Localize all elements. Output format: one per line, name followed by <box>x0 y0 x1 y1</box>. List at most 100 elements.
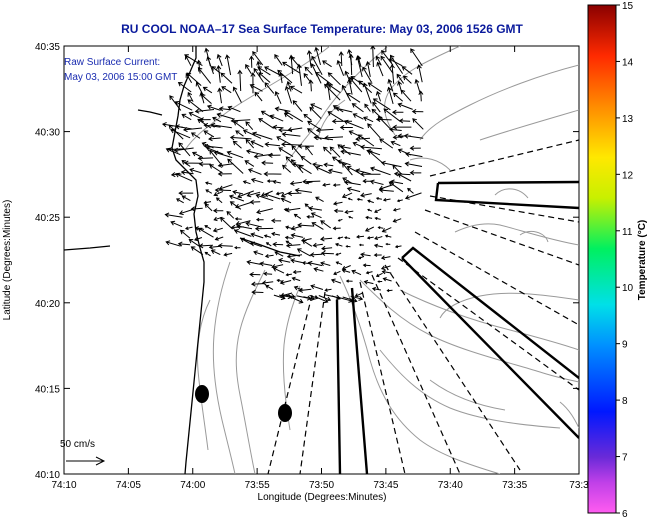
current-vector <box>208 244 221 250</box>
current-vector <box>380 255 391 261</box>
current-vector <box>217 87 223 104</box>
current-vector <box>328 84 341 94</box>
current-vector <box>240 237 254 246</box>
current-vector <box>198 243 212 249</box>
current-vector <box>362 82 372 104</box>
current-vector <box>352 113 364 120</box>
current-vector <box>235 130 244 137</box>
current-vector <box>252 131 273 140</box>
current-vector <box>298 165 312 175</box>
current-vector <box>285 240 293 246</box>
current-vector <box>194 237 203 242</box>
current-vector <box>233 229 252 237</box>
current-vector <box>365 271 373 275</box>
current-vector <box>411 108 424 115</box>
current-vector <box>245 138 255 149</box>
current-vector <box>272 267 285 274</box>
current-vector <box>403 133 424 139</box>
current-vector <box>261 160 274 166</box>
current-vector <box>212 116 222 123</box>
current-vector <box>355 55 363 78</box>
x-tick-label: 73:45 <box>373 480 398 491</box>
colorbar-tick-label: 14 <box>622 57 634 68</box>
current-vector <box>242 129 262 139</box>
current-vector <box>164 212 183 218</box>
current-vector <box>212 208 224 214</box>
current-vector <box>310 212 322 219</box>
colorbar-tick-label: 11 <box>622 227 633 238</box>
current-vector <box>271 231 281 237</box>
current-vector <box>375 55 382 66</box>
current-vector <box>251 289 264 295</box>
current-vector <box>270 218 282 224</box>
current-vector <box>285 156 293 164</box>
current-vector <box>197 118 212 129</box>
current-vector <box>285 243 301 249</box>
bathymetry-contours <box>184 46 579 474</box>
current-vector <box>296 63 302 86</box>
current-vector <box>341 268 351 273</box>
colorbar-tick-label: 13 <box>622 114 634 125</box>
current-vector <box>196 59 202 74</box>
current-vector <box>314 296 329 304</box>
current-vector <box>412 118 424 130</box>
current-vector <box>370 166 391 176</box>
current-vector <box>386 86 394 105</box>
current-vector <box>401 66 413 75</box>
current-vector <box>315 196 324 203</box>
current-vector <box>389 63 395 84</box>
current-vector <box>203 130 215 138</box>
current-vector <box>392 92 404 102</box>
current-vector <box>397 102 413 110</box>
current-vector <box>184 226 193 231</box>
current-vector <box>245 149 264 156</box>
current-vector <box>315 127 334 133</box>
station-marker-1 <box>195 385 209 403</box>
current-vector <box>246 191 261 198</box>
current-vector <box>365 215 373 220</box>
current-vector <box>323 162 334 168</box>
current-vector <box>220 72 233 84</box>
current-vector <box>278 257 291 263</box>
current-vector <box>249 84 263 92</box>
surface-current-vectors <box>161 46 424 304</box>
current-vector <box>198 161 211 167</box>
current-vector <box>177 241 191 247</box>
current-vector <box>290 233 304 239</box>
current-vector <box>217 162 234 168</box>
current-vector <box>330 278 342 284</box>
current-vector <box>208 136 221 142</box>
current-vector <box>203 200 212 205</box>
current-vector <box>170 220 183 228</box>
current-vector <box>206 104 221 111</box>
x-tick-label: 73:50 <box>309 480 334 491</box>
scale-label: 50 cm/s <box>60 439 95 450</box>
current-vector <box>250 140 264 148</box>
current-vector <box>298 287 312 293</box>
current-vector <box>313 267 324 272</box>
current-vector <box>303 72 312 83</box>
x-axis-label: Longitude (Degrees:Minutes) <box>258 492 387 503</box>
current-vector <box>409 145 421 151</box>
current-vector <box>310 103 323 110</box>
current-vector <box>392 207 401 212</box>
current-vector <box>281 141 302 148</box>
current-vector <box>170 128 191 139</box>
colorbar-tick-label: 10 <box>622 283 634 294</box>
current-vector <box>301 239 313 247</box>
current-vector <box>350 295 364 301</box>
current-vector <box>320 250 334 256</box>
current-vector <box>200 93 212 104</box>
current-vector <box>337 218 343 222</box>
survey-tracks <box>335 180 579 474</box>
current-vector <box>382 197 391 202</box>
current-vector <box>230 118 251 124</box>
current-vector <box>283 112 294 120</box>
current-vector <box>335 261 343 266</box>
current-vector <box>389 179 404 185</box>
current-vector <box>195 81 203 94</box>
colorbar-tick-label: 7 <box>622 453 628 464</box>
current-vector <box>289 85 303 94</box>
current-vector <box>245 121 254 131</box>
current-vector <box>232 189 244 195</box>
